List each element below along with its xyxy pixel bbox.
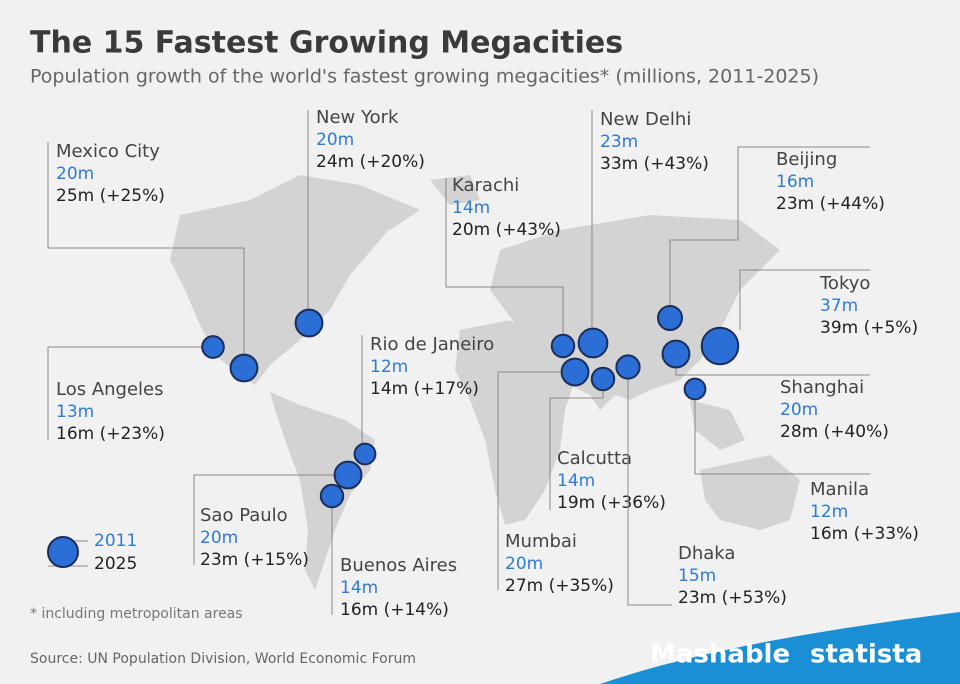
legend-2011: 2011	[94, 531, 137, 551]
city-name: Shanghai	[780, 377, 864, 398]
city-bubble	[201, 335, 225, 359]
leader-line	[549, 390, 604, 510]
city-2025: 33m (+43%)	[600, 154, 709, 174]
city-2025: 20m (+43%)	[452, 220, 561, 240]
world-map	[170, 175, 800, 590]
city-2011: 12m	[370, 357, 408, 377]
city-name: Buenos Aires	[340, 555, 457, 576]
leader-line	[445, 178, 564, 335]
city-2011: 23m	[600, 132, 638, 152]
city-2011: 20m	[505, 554, 543, 574]
leader-line	[193, 474, 334, 565]
city-name: Sao Paulo	[200, 505, 288, 526]
footer-swoosh	[600, 612, 960, 684]
city-2025: 16m (+23%)	[56, 424, 165, 444]
city-name: Beijing	[776, 149, 837, 170]
city-2011: 14m	[340, 578, 378, 598]
leader-line	[739, 269, 870, 330]
city-2011: 13m	[56, 402, 94, 422]
subtitle: Population growth of the world's fastest…	[30, 66, 819, 88]
city-bubble	[615, 354, 641, 380]
legend-2025: 2025	[94, 554, 137, 574]
leader-line	[675, 366, 870, 376]
leader-line	[669, 146, 870, 306]
city-2025: 25m (+25%)	[56, 186, 165, 206]
city-bubble	[661, 339, 691, 369]
city-2025: 23m (+44%)	[776, 194, 885, 214]
city-bubble	[319, 483, 345, 509]
city-name: Dhaka	[678, 543, 735, 564]
city-bubble	[333, 460, 363, 490]
leader-line	[497, 371, 560, 590]
city-2025: 23m (+15%)	[200, 550, 309, 570]
city-2025: 14m (+17%)	[370, 379, 479, 399]
city-2011: 20m	[316, 130, 354, 150]
city-2025: 23m (+53%)	[678, 588, 787, 608]
city-bubble	[353, 442, 377, 466]
city-bubble	[560, 357, 590, 387]
city-2011: 15m	[678, 566, 716, 586]
footnote: * including metropolitan areas	[30, 606, 243, 622]
brand-statista: statista	[810, 640, 922, 670]
city-2025: 39m (+5%)	[820, 318, 918, 338]
city-name: Tokyo	[819, 273, 870, 294]
city-bubble	[577, 327, 609, 359]
city-2025: 24m (+20%)	[316, 152, 425, 172]
title: The 15 Fastest Growing Megacities	[30, 26, 623, 61]
city-name: Manila	[810, 479, 869, 500]
leader-line	[47, 346, 202, 440]
leader-line	[694, 399, 870, 475]
city-2011: 20m	[780, 400, 818, 420]
source: Source: UN Population Division, World Ec…	[30, 651, 416, 667]
city-2025: 16m (+33%)	[810, 524, 919, 544]
city-2025: 27m (+35%)	[505, 576, 614, 596]
city-2011: 20m	[200, 528, 238, 548]
brand-mashable: Mashable	[650, 640, 790, 670]
city-2011: 37m	[820, 296, 858, 316]
leader-line	[47, 142, 245, 354]
city-2011: 12m	[810, 502, 848, 522]
city-bubble	[590, 366, 616, 392]
city-bubble	[550, 333, 576, 359]
city-name: Calcutta	[557, 448, 632, 469]
city-2025: 19m (+36%)	[557, 493, 666, 513]
city-2011: 16m	[776, 172, 814, 192]
city-name: Rio de Janeiro	[370, 334, 494, 355]
city-bubble	[683, 377, 707, 401]
city-name: Los Angeles	[56, 379, 164, 400]
city-2025: 28m (+40%)	[780, 422, 889, 442]
city-bubble	[700, 326, 740, 366]
legend-bubble	[47, 536, 79, 568]
city-name: New Delhi	[600, 109, 691, 130]
city-2011: 20m	[56, 164, 94, 184]
city-name: Mexico City	[56, 141, 160, 162]
city-bubble	[294, 308, 324, 338]
city-2025: 16m (+14%)	[340, 600, 449, 620]
city-name: New York	[316, 107, 399, 128]
city-2011: 14m	[557, 471, 595, 491]
city-2011: 14m	[452, 198, 490, 218]
leader-line	[627, 378, 672, 606]
city-name: Mumbai	[505, 531, 577, 552]
city-bubble	[229, 353, 259, 383]
city-name: Karachi	[452, 175, 519, 196]
city-bubble	[657, 305, 683, 331]
